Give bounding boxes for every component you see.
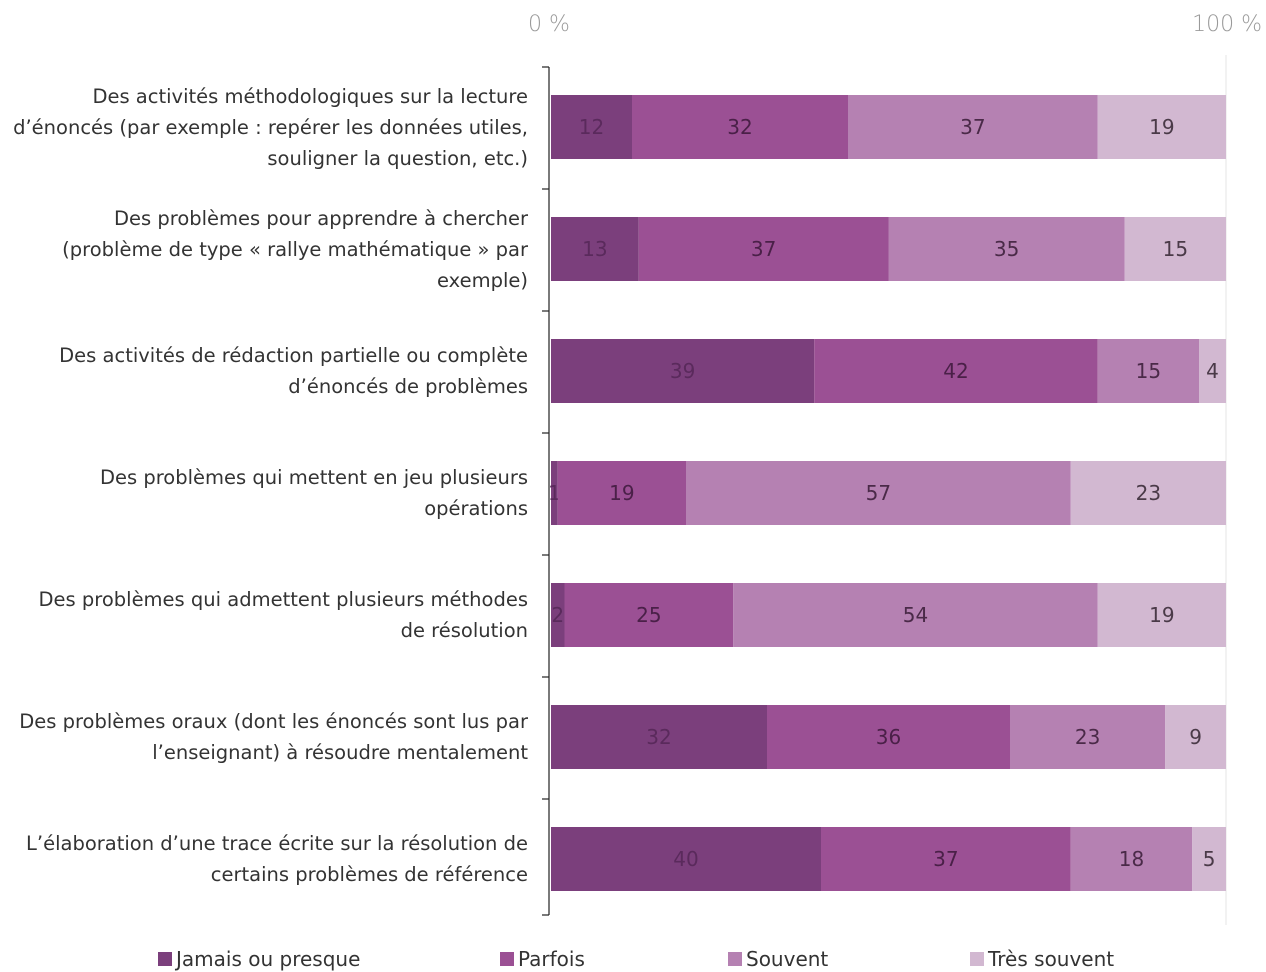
- data-label: 9: [1189, 725, 1202, 749]
- bar-segment: [848, 95, 1098, 159]
- bar-segment: [551, 339, 815, 403]
- data-label: 12: [579, 115, 604, 139]
- bar-segment: [557, 461, 686, 525]
- data-label: 23: [1136, 481, 1161, 505]
- x-axis-max-label: 100 %: [1192, 12, 1262, 37]
- bar-segment: [551, 583, 565, 647]
- data-label: 32: [646, 725, 671, 749]
- bar-segment: [551, 705, 767, 769]
- category-label: Des problèmes qui admettent plusieurs mé…: [38, 588, 529, 642]
- data-label: 4: [1206, 359, 1219, 383]
- data-label: 54: [903, 603, 928, 627]
- data-label: 15: [1136, 359, 1161, 383]
- data-label: 37: [751, 237, 776, 261]
- data-label: 15: [1163, 237, 1188, 261]
- legend-swatch: [500, 952, 514, 966]
- bar-segment: [686, 461, 1071, 525]
- data-label: 18: [1119, 847, 1144, 871]
- legend-label: Souvent: [746, 947, 829, 971]
- category-label: Des problèmes qui mettent en jeu plusieu…: [99, 466, 528, 520]
- data-label: 19: [609, 481, 634, 505]
- category-label: Des problèmes pour apprendre à chercher …: [62, 206, 528, 292]
- data-label: 23: [1075, 725, 1100, 749]
- data-label: 13: [582, 237, 607, 261]
- data-label: 1: [548, 481, 561, 505]
- legend-swatch: [970, 952, 984, 966]
- legend-label: Parfois: [518, 947, 585, 971]
- bar-segment: [1165, 705, 1226, 769]
- bar-segment: [1097, 339, 1199, 403]
- bar-segment: [551, 95, 632, 159]
- legend-swatch: [158, 952, 172, 966]
- data-label: 37: [960, 115, 985, 139]
- data-label: 35: [994, 237, 1019, 261]
- bar-segment: [1097, 583, 1226, 647]
- x-axis-min-label: 0 %: [528, 12, 570, 37]
- legend-label: Très souvent: [988, 947, 1115, 971]
- category-label: L’élaboration d’une trace écrite sur la …: [26, 832, 528, 886]
- data-label: 39: [670, 359, 695, 383]
- data-label: 5: [1203, 847, 1216, 871]
- data-label: 32: [727, 115, 752, 139]
- data-label: 40: [673, 847, 698, 871]
- bar-segment: [1070, 827, 1193, 891]
- bar-segment: [551, 827, 821, 891]
- bar-segment: [888, 217, 1125, 281]
- data-label: 19: [1149, 115, 1174, 139]
- data-label: 36: [876, 725, 901, 749]
- bar-segment: [733, 583, 1098, 647]
- bar-segment: [1192, 827, 1226, 891]
- bar-segment: [1097, 95, 1226, 159]
- category-label: Des activités méthodologiques sur la lec…: [13, 84, 528, 170]
- bar-segment: [638, 217, 889, 281]
- legend-swatch: [728, 952, 742, 966]
- bar-segment: [1124, 217, 1226, 281]
- category-label: Des activités de rédaction partielle ou …: [59, 344, 528, 398]
- legend-item: Parfois: [500, 946, 585, 972]
- bar-segment: [551, 217, 639, 281]
- legend-item: Souvent: [728, 946, 828, 972]
- data-label: 57: [866, 481, 891, 505]
- category-label: Des problèmes oraux (dont les énoncés so…: [19, 710, 528, 764]
- bar-segment: [821, 827, 1071, 891]
- bar-segment: [1199, 339, 1226, 403]
- bar-segment: [1070, 461, 1226, 525]
- bar-segment: [767, 705, 1010, 769]
- data-label: 19: [1149, 603, 1174, 627]
- legend-item: Jamais ou presque: [158, 946, 360, 972]
- legend-item: Très souvent: [970, 946, 1114, 972]
- data-label: 25: [636, 603, 661, 627]
- bar-segment: [632, 95, 848, 159]
- bar-segment: [814, 339, 1098, 403]
- bar-segment: [564, 583, 734, 647]
- bar-segment: [551, 461, 558, 525]
- data-label: 42: [943, 359, 968, 383]
- data-label: 37: [933, 847, 958, 871]
- bar-segment: [1010, 705, 1166, 769]
- data-label: 2: [551, 603, 564, 627]
- legend-label: Jamais ou presque: [176, 947, 361, 971]
